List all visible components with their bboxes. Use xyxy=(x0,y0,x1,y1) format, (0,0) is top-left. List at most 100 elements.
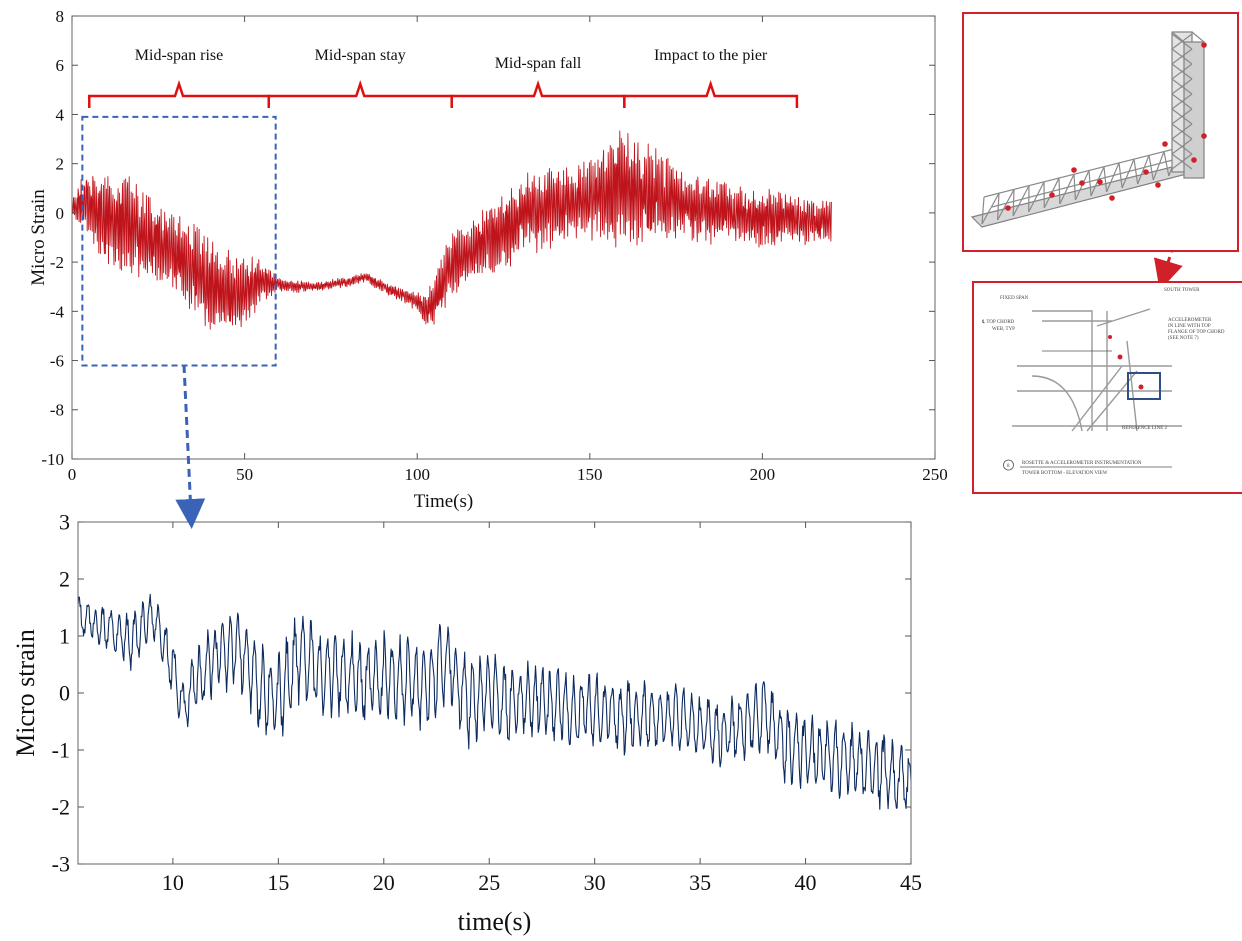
detail-highlight-box xyxy=(1127,372,1161,400)
truss-diagonal xyxy=(1106,162,1120,193)
phase-bracket xyxy=(88,80,271,108)
zoom-strain-chart: 10 15 20 25 30 35 40 45 -3 -2 -1 0 1 2 3 time(s) Micro s… xyxy=(11,510,922,936)
plot-frame xyxy=(71,15,936,460)
label-web-typ: WEB, TYP xyxy=(992,327,1015,332)
main-strain-chart: Mid-span rise Mid-span stay Mid-span fall I… xyxy=(28,7,948,512)
tower-brace xyxy=(1171,153,1193,170)
y-tick-label: 4 xyxy=(56,105,65,124)
y-tick-label: -6 xyxy=(50,352,64,371)
sensor-dot xyxy=(1005,205,1011,211)
sensor-markers xyxy=(1005,42,1207,211)
x-tick-label: 20 xyxy=(373,870,395,895)
caption-line-1: ROSETTE & ACCELEROMETER INSTRUMENTATION xyxy=(1022,461,1142,466)
label-accelerometer-4: (SEE NOTE 7) xyxy=(1168,336,1199,341)
phase-bracket xyxy=(450,80,626,108)
phase-label: Mid-span stay xyxy=(315,47,406,64)
label-reference-line: REFERENCE LINE 2 xyxy=(1122,426,1167,431)
bridge-truss xyxy=(970,31,1205,228)
truss-vertical xyxy=(1058,178,1061,205)
phase-label: Mid-span rise xyxy=(135,47,223,64)
truss-diagonal xyxy=(997,189,1015,221)
x-tick-label: 0 xyxy=(68,465,77,484)
x-tick-label: 50 xyxy=(236,465,253,484)
y-tick-label: 6 xyxy=(56,56,65,75)
truss-vertical xyxy=(996,193,1000,221)
tower-brace xyxy=(1171,78,1193,95)
sensor-dot xyxy=(1191,157,1197,163)
x-tick-label: 200 xyxy=(750,465,776,484)
label-accelerometer-1: ACCELEROMETER xyxy=(1168,318,1212,323)
sensor-dot xyxy=(1201,42,1207,48)
y-tick-label: -8 xyxy=(50,401,64,420)
truss-diagonal xyxy=(1121,158,1135,189)
y-tick-label: 3 xyxy=(59,510,70,535)
x-tick-label: 10 xyxy=(162,870,184,895)
sensor-dot xyxy=(1097,179,1103,185)
y-tick-label: 0 xyxy=(56,204,65,223)
zoom-region-box xyxy=(81,115,277,367)
x-tick-label: 100 xyxy=(404,465,430,484)
truss-vertical xyxy=(981,196,985,225)
caption-number: 8 xyxy=(1007,464,1010,469)
truss-diagonal xyxy=(1137,155,1150,185)
sensor-dot xyxy=(1143,169,1149,175)
truss-vertical xyxy=(1163,151,1170,177)
y-tick-label: 2 xyxy=(56,155,65,174)
tower-brace xyxy=(1171,123,1193,140)
x-tick-label: 15 xyxy=(267,870,289,895)
phase-bracket xyxy=(623,80,799,108)
sensor-dot xyxy=(1109,195,1115,201)
tower-brace xyxy=(1171,63,1193,80)
x-tick-label: 35 xyxy=(689,870,711,895)
sensor-dot xyxy=(1162,141,1168,147)
x-axis-label: Time(s) xyxy=(414,491,473,512)
series-line xyxy=(71,130,832,330)
phase-label: Impact to the pier xyxy=(654,47,768,64)
x-axis-label: time(s) xyxy=(458,907,532,936)
y-tick-label: -10 xyxy=(41,450,64,469)
label-accelerometer-2: IN LINE WITH TOP xyxy=(1168,324,1211,329)
label-fixed-span: FIXED SPAN xyxy=(1000,296,1029,301)
x-tick-label: 40 xyxy=(795,870,817,895)
truss-vertical xyxy=(1012,189,1015,217)
label-south-tower: SOUTH TOWER xyxy=(1164,288,1200,293)
phase-label: Mid-span fall xyxy=(495,55,582,72)
x-tick-label: 45 xyxy=(900,870,922,895)
x-tick-label: 25 xyxy=(478,870,500,895)
truss-vertical xyxy=(1088,170,1092,197)
tower-brace xyxy=(1171,108,1193,125)
label-accelerometer-3: FLANGE OF TOP CHORD xyxy=(1168,330,1225,335)
x-tick-label: 250 xyxy=(922,465,948,484)
y-tick-label: 2 xyxy=(59,567,70,592)
y-tick-label: -2 xyxy=(50,253,64,272)
y-tick-label: 0 xyxy=(59,681,70,706)
truss-vertical xyxy=(1073,174,1077,201)
phase-bracket xyxy=(267,80,453,108)
sensor-dot xyxy=(1071,167,1077,173)
sensor-dot xyxy=(1201,133,1207,139)
sensor-dot xyxy=(1049,192,1055,198)
truss-vertical xyxy=(1118,162,1123,189)
truss-diagonal xyxy=(1059,174,1075,205)
y-tick-label: -1 xyxy=(52,738,70,763)
truss-diagonal xyxy=(1012,185,1030,217)
tower-brace xyxy=(1171,33,1193,50)
x-tick-label: 150 xyxy=(577,465,603,484)
tower-brace xyxy=(1171,48,1193,65)
truss-vertical xyxy=(1133,159,1139,185)
sensor-dot xyxy=(1155,182,1161,188)
tower-detail-drawing: FIXED SPAN SOUTH TOWER ℄ TOP CHORD WEB, … xyxy=(972,281,1242,494)
truss-vertical xyxy=(1148,155,1154,181)
y-axis-label: Micro Strain xyxy=(28,189,49,286)
truss-diagonal xyxy=(1152,151,1165,181)
sensor-dot xyxy=(1079,180,1085,186)
y-tick-label: -4 xyxy=(50,302,65,321)
label-top-chord: ℄ TOP CHORD xyxy=(981,319,1015,325)
y-tick-label: -2 xyxy=(52,795,70,820)
x-tick-label: 30 xyxy=(584,870,606,895)
bridge-model-panel xyxy=(962,12,1239,252)
truss-diagonal xyxy=(1028,181,1045,213)
tower-brace xyxy=(1171,93,1193,110)
truss-diagonal xyxy=(981,192,1000,225)
truss-vertical xyxy=(1103,166,1108,193)
